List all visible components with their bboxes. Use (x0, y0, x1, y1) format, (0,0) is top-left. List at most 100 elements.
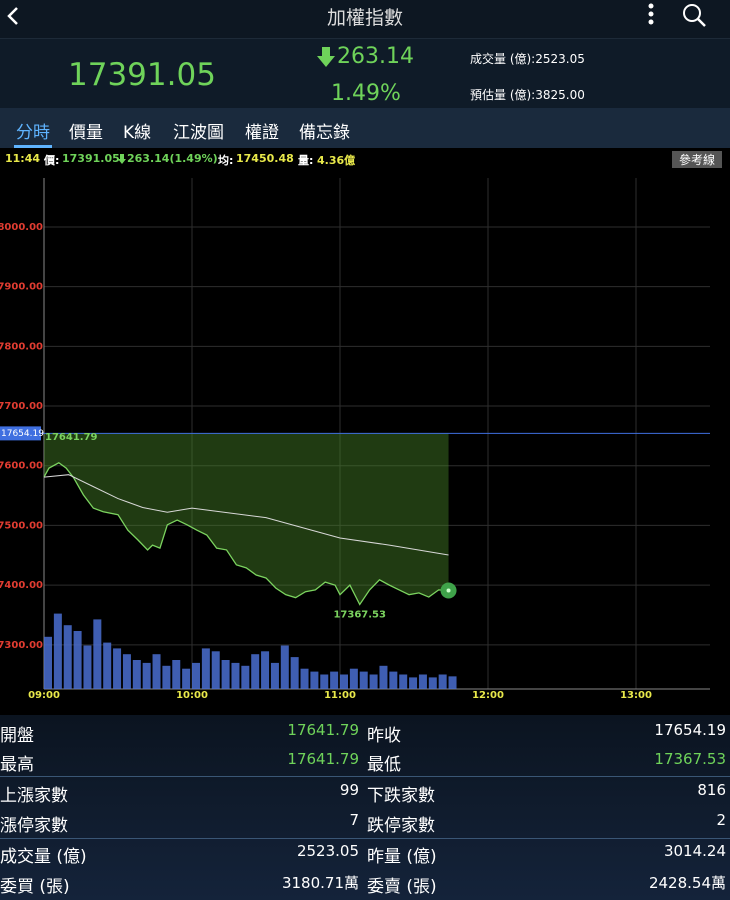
nav-bar: 加權指數 (0, 0, 730, 38)
y-tick-label: 17800.00 (0, 341, 43, 352)
stats-row: 漲停家數 7 跌停家數 2 (0, 807, 730, 837)
volume-bar (113, 648, 122, 689)
info-vol: 4.36億 (317, 154, 356, 167)
volume-bar (320, 674, 329, 689)
volume-bar (389, 671, 398, 689)
stat-label: 跌停家數 (367, 816, 435, 836)
tab[interactable]: 權證 (245, 123, 279, 143)
annotation: 17367.53 (333, 610, 386, 621)
stat-value: 3014.24 (663, 842, 726, 860)
volume-bar (409, 677, 418, 689)
volume-bar (270, 662, 279, 689)
estimate-text: 預估量 (億):3825.00 (470, 88, 585, 102)
tab[interactable]: 備忘錄 (299, 123, 350, 143)
reference-button[interactable]: 參考線 (672, 151, 723, 168)
tab[interactable]: 江波圖 (173, 123, 224, 143)
volume-bar (132, 660, 141, 689)
volume-bar (201, 648, 210, 689)
volume-bar (122, 654, 131, 689)
volume-bar (330, 671, 339, 689)
volume-bar (438, 674, 447, 689)
tab[interactable]: 分時 (16, 123, 50, 143)
stat-value: 17654.19 (654, 721, 726, 739)
volume-bar (44, 636, 52, 689)
stat-label: 委賣 (張) (367, 877, 437, 897)
stat-label: 上漲家數 (0, 786, 68, 806)
stat-value: 2 (716, 811, 726, 829)
stat-label: 下跌家數 (367, 786, 435, 806)
volume-text: 成交量 (億):2523.05 (470, 52, 585, 66)
stats-row: 上漲家數 99 下跌家數 816 (0, 777, 730, 807)
volume-bar (182, 668, 191, 689)
tab[interactable]: K線 (123, 123, 152, 143)
stats-panel: 開盤 17641.79 昨收 17654.19 最高 17641.79 最低 17367.53… (0, 715, 730, 900)
volume-bar (280, 645, 289, 689)
y-tick-label: 17300.00 (0, 640, 43, 651)
volume-bar (251, 654, 260, 689)
price-area (44, 433, 449, 605)
reference-label: 17654.19 (1, 429, 44, 439)
y-tick-label: 18000.00 (0, 222, 43, 233)
volume-bar (241, 665, 250, 689)
volume-bar (359, 671, 368, 689)
y-tick-label: 17900.00 (0, 282, 43, 293)
x-tick-label: 12:00 (472, 690, 504, 701)
volume-bar (261, 651, 270, 689)
y-tick-label: 17500.00 (0, 520, 43, 531)
info-price: 17391.05 (62, 152, 120, 165)
stat-label: 開盤 (0, 726, 34, 746)
info-down-arrow (118, 154, 126, 164)
volume-bar (428, 677, 437, 689)
stats-row: 委買 (張) 3180.71萬 委賣 (張) 2428.54萬 (0, 868, 730, 898)
back-button[interactable] (7, 7, 18, 25)
volume-bar (152, 654, 161, 689)
last-price: 17391.05 (68, 57, 216, 93)
tab[interactable]: 價量 (69, 123, 103, 143)
volume-bar (231, 662, 240, 689)
stat-value: 7 (349, 811, 359, 829)
last-price-dot-core (446, 588, 451, 593)
stat-value: 99 (339, 781, 359, 799)
annotation: 17641.79 (45, 432, 98, 443)
volume-bar (349, 668, 358, 689)
info-bar: 11:44 價: 17391.05 263.14(1.49%) 均: 17450… (0, 150, 730, 168)
stat-label: 委買 (張) (0, 877, 70, 897)
y-tick-label: 17600.00 (0, 461, 43, 472)
stat-value: 17641.79 (287, 750, 359, 768)
down-arrow-icon (317, 47, 335, 67)
stat-label: 最高 (0, 755, 34, 775)
info-avg-label: 均: (218, 154, 234, 167)
nav-icons (7, 3, 706, 27)
volume-bar (73, 631, 82, 689)
volume-bar (142, 662, 151, 689)
volume-bar (310, 671, 319, 689)
stat-value: 2523.05 (296, 842, 359, 860)
info-time: 11:44 (5, 152, 41, 165)
menu-button[interactable] (648, 3, 654, 25)
stat-value: 816 (697, 781, 726, 799)
volume-bar (221, 660, 230, 689)
x-tick-label: 13:00 (620, 690, 652, 701)
x-tick-label: 11:00 (324, 690, 356, 701)
stat-label: 昨收 (367, 726, 401, 746)
price-change: 263.14 (337, 44, 414, 69)
stat-value: 17641.79 (287, 721, 359, 739)
volume-bar (63, 625, 72, 689)
volume-bar (192, 662, 200, 689)
price-line (43, 461, 449, 606)
info-avg: 17450.48 (236, 152, 294, 165)
volume-bar (53, 613, 62, 689)
separator (0, 776, 730, 777)
average-line (43, 474, 449, 556)
search-button[interactable] (683, 4, 706, 27)
info-price-label: 價: (44, 154, 60, 167)
y-tick-label: 17400.00 (0, 580, 43, 591)
volume-bar (399, 674, 408, 689)
x-tick-label: 10:00 (176, 690, 208, 701)
volume-bar (290, 657, 299, 689)
stats-row: 成交量 (億) 2523.05 昨量 (億) 3014.24 (0, 838, 730, 868)
volume-bar (340, 674, 348, 689)
volume-bar (83, 645, 92, 689)
info-change: 263.14(1.49%) (127, 152, 218, 165)
stats-row: 最高 17641.79 最低 17367.53 (0, 746, 730, 776)
